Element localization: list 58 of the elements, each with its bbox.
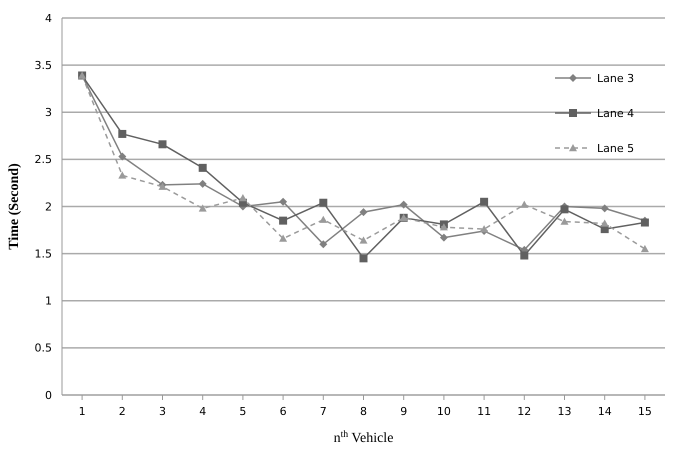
- y-tick-label: 1: [45, 294, 52, 308]
- y-tick-label: 0.5: [34, 342, 52, 355]
- point: [440, 234, 448, 242]
- point: [198, 180, 207, 188]
- point: [118, 130, 126, 138]
- x-tick-label: 5: [239, 405, 246, 418]
- legend-label: Lane 4: [597, 106, 634, 120]
- x-tick-label: 1: [78, 405, 86, 418]
- point: [279, 216, 288, 225]
- point: [360, 236, 368, 244]
- point: [400, 200, 408, 209]
- x-tick-label: 10: [436, 405, 451, 418]
- y-tick-label: 3.5: [34, 58, 52, 72]
- x-tick-label: 13: [558, 405, 572, 418]
- point: [198, 164, 207, 172]
- point: [600, 204, 609, 212]
- y-tick-label: 0: [45, 388, 52, 402]
- point: [319, 216, 328, 223]
- point: [520, 200, 528, 208]
- point: [520, 252, 528, 260]
- y-axis-title: Time (Second): [7, 162, 22, 250]
- x-tick-label: 8: [360, 405, 367, 418]
- y-tick-label: 2: [45, 200, 52, 214]
- legend-label: Lane 5: [597, 142, 634, 155]
- point: [560, 218, 568, 225]
- point: [158, 140, 166, 148]
- point: [319, 198, 328, 207]
- point: [279, 234, 288, 242]
- x-tick-label: 9: [400, 405, 408, 418]
- y-tick-label: 4: [45, 12, 52, 25]
- x-tick-label: 11: [477, 405, 492, 418]
- y-tick-label: 2.5: [34, 153, 52, 166]
- y-tick-label: 1.5: [34, 247, 52, 260]
- point: [480, 198, 488, 206]
- x-tick-label: 14: [598, 405, 612, 418]
- x-tick-label: 4: [199, 405, 206, 418]
- y-tick-label: 3: [45, 106, 52, 120]
- point: [440, 223, 448, 230]
- point: [238, 194, 247, 202]
- point: [198, 204, 207, 212]
- point: [319, 240, 328, 248]
- x-axis-title: n$^{th}$ Vehicle: [334, 428, 394, 446]
- x-tick-label: 7: [320, 405, 327, 418]
- x-tick-label: 15: [638, 405, 652, 418]
- point: [118, 152, 126, 161]
- point: [118, 171, 126, 179]
- legend-label: Lane 3: [597, 72, 634, 85]
- point: [360, 208, 368, 216]
- point: [279, 198, 288, 206]
- point: [560, 205, 568, 214]
- x-tick-label: 6: [280, 405, 287, 418]
- point: [600, 219, 609, 227]
- point: [480, 225, 488, 232]
- x-tick-label: 3: [159, 405, 166, 418]
- point: [360, 254, 368, 262]
- x-tick-label: 12: [517, 405, 532, 418]
- point: [640, 244, 649, 252]
- x-tick-label: 2: [118, 405, 126, 418]
